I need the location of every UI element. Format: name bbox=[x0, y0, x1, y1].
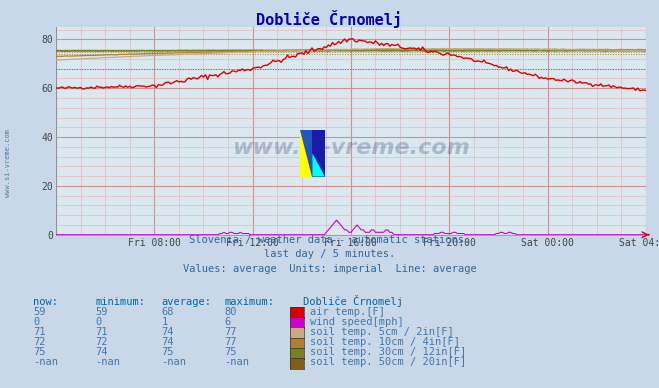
Text: soil temp. 5cm / 2in[F]: soil temp. 5cm / 2in[F] bbox=[310, 327, 453, 337]
Text: 1: 1 bbox=[161, 317, 167, 327]
Text: -nan: -nan bbox=[33, 357, 58, 367]
Text: 0: 0 bbox=[96, 317, 101, 327]
Text: 0: 0 bbox=[33, 317, 39, 327]
Text: 75: 75 bbox=[224, 347, 237, 357]
Text: -nan: -nan bbox=[161, 357, 186, 367]
Text: 77: 77 bbox=[224, 327, 237, 337]
Text: soil temp. 50cm / 20in[F]: soil temp. 50cm / 20in[F] bbox=[310, 357, 466, 367]
Text: last day / 5 minutes.: last day / 5 minutes. bbox=[264, 249, 395, 259]
Text: www.si-vreme.com: www.si-vreme.com bbox=[232, 138, 470, 158]
Text: maximum:: maximum: bbox=[224, 296, 274, 307]
Text: Dobliče Črnomelj: Dobliče Črnomelj bbox=[303, 294, 403, 307]
Text: soil temp. 30cm / 12in[F]: soil temp. 30cm / 12in[F] bbox=[310, 347, 466, 357]
Text: 59: 59 bbox=[96, 307, 108, 317]
Text: 68: 68 bbox=[161, 307, 174, 317]
Text: www.si-vreme.com: www.si-vreme.com bbox=[5, 129, 11, 197]
Text: Values: average  Units: imperial  Line: average: Values: average Units: imperial Line: av… bbox=[183, 264, 476, 274]
Text: average:: average: bbox=[161, 296, 212, 307]
Text: 71: 71 bbox=[33, 327, 45, 337]
Text: 80: 80 bbox=[224, 307, 237, 317]
Text: -nan: -nan bbox=[96, 357, 121, 367]
Text: 59: 59 bbox=[33, 307, 45, 317]
Text: 75: 75 bbox=[33, 347, 45, 357]
Text: now:: now: bbox=[33, 296, 58, 307]
Text: Dobliče Črnomelj: Dobliče Črnomelj bbox=[256, 10, 403, 28]
Text: wind speed[mph]: wind speed[mph] bbox=[310, 317, 403, 327]
Text: -nan: -nan bbox=[224, 357, 249, 367]
Text: 74: 74 bbox=[96, 347, 108, 357]
Text: 72: 72 bbox=[96, 337, 108, 347]
Text: 77: 77 bbox=[224, 337, 237, 347]
Text: minimum:: minimum: bbox=[96, 296, 146, 307]
Text: 75: 75 bbox=[161, 347, 174, 357]
Text: 74: 74 bbox=[161, 327, 174, 337]
Text: 74: 74 bbox=[161, 337, 174, 347]
Text: air temp.[F]: air temp.[F] bbox=[310, 307, 385, 317]
Text: 72: 72 bbox=[33, 337, 45, 347]
Text: Slovenia / weather data - automatic stations.: Slovenia / weather data - automatic stat… bbox=[189, 234, 470, 244]
Text: 6: 6 bbox=[224, 317, 230, 327]
Text: 71: 71 bbox=[96, 327, 108, 337]
Text: soil temp. 10cm / 4in[F]: soil temp. 10cm / 4in[F] bbox=[310, 337, 460, 347]
